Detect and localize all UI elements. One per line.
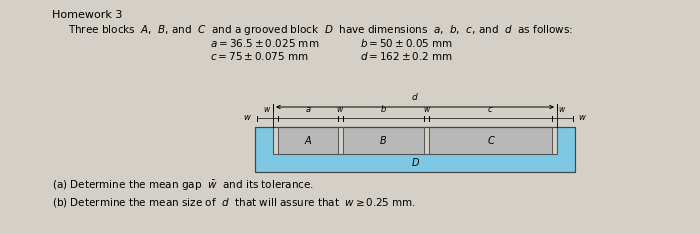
- Text: $w$: $w$: [578, 113, 587, 123]
- Text: $c$: $c$: [487, 105, 494, 114]
- Bar: [273, 127, 557, 154]
- Text: D: D: [412, 158, 419, 168]
- Text: (b) Determine the mean size of  $d$  that will assure that  $w\geq 0.25$ mm.: (b) Determine the mean size of $d$ that …: [52, 196, 416, 209]
- Text: $b$: $b$: [380, 103, 387, 114]
- Bar: [255, 127, 575, 172]
- Text: $w$: $w$: [336, 105, 344, 114]
- Text: C: C: [487, 135, 494, 146]
- Text: $b = 50\pm0.05$ mm: $b = 50\pm0.05$ mm: [360, 37, 453, 49]
- Text: $w$: $w$: [559, 105, 566, 114]
- Text: $w$: $w$: [423, 105, 431, 114]
- Text: (a) Determine the mean gap  $\bar{w}$  and its tolerance.: (a) Determine the mean gap $\bar{w}$ and…: [52, 179, 314, 193]
- Bar: [343, 127, 424, 154]
- Text: $c = 75\pm0.075$ mm: $c = 75\pm0.075$ mm: [210, 50, 309, 62]
- Bar: [429, 127, 552, 154]
- Text: $a$: $a$: [304, 105, 311, 114]
- Text: $w$: $w$: [243, 113, 252, 123]
- Text: $a = 36.5\pm0.025$ mm: $a = 36.5\pm0.025$ mm: [210, 37, 319, 49]
- Bar: [273, 127, 557, 154]
- Text: Homework 3: Homework 3: [52, 10, 122, 20]
- Text: Three blocks  $A$,  $B$, and  $C$  and a grooved block  $D$  have dimensions  $a: Three blocks $A$, $B$, and $C$ and a gro…: [68, 23, 573, 37]
- Text: $d$: $d$: [411, 91, 419, 102]
- Bar: [278, 127, 337, 154]
- Text: A: A: [304, 135, 311, 146]
- Bar: [255, 127, 575, 172]
- Text: $d = 162\pm0.2$ mm: $d = 162\pm0.2$ mm: [360, 50, 452, 62]
- Text: $w$: $w$: [263, 105, 272, 114]
- Text: B: B: [380, 135, 387, 146]
